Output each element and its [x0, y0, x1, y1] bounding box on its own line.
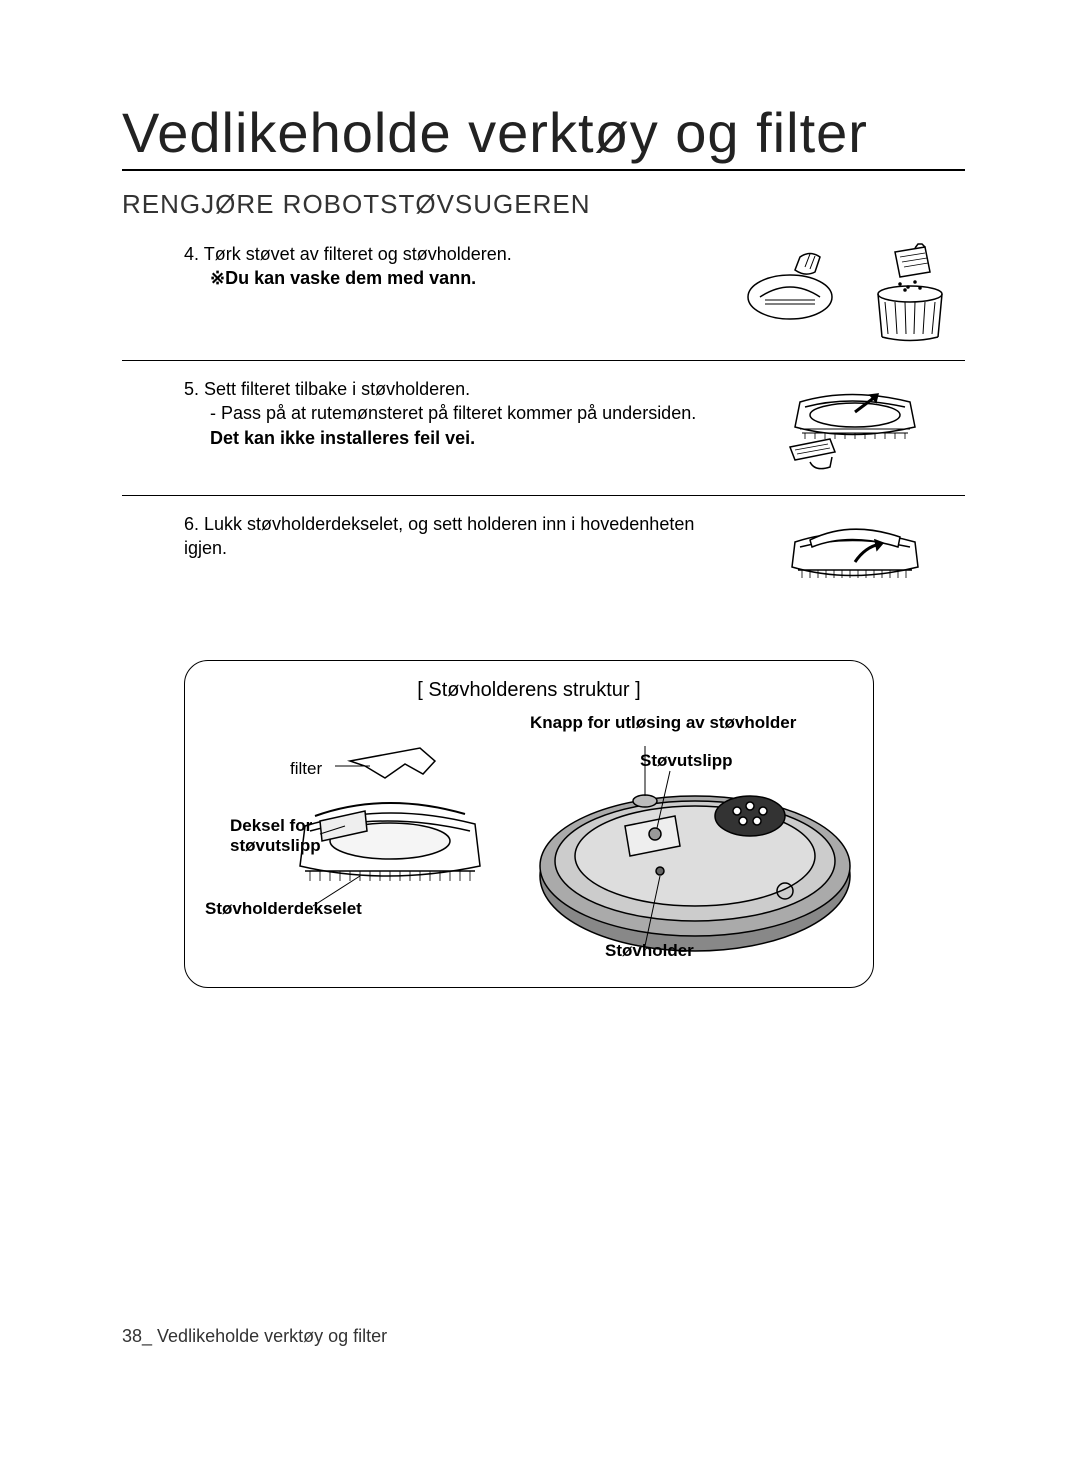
- step-4: 4. Tørk støvet av filteret og støvholder…: [122, 242, 965, 361]
- label-filter: filter: [290, 759, 322, 779]
- page-footer: 38_ Vedlikeholde verktøy og filter: [122, 1326, 387, 1347]
- step-4-illustration: [735, 242, 965, 342]
- label-deksel: Deksel for støvutslipp: [230, 816, 320, 856]
- step-4-text: 4. Tørk støvet av filteret og støvholder…: [184, 242, 735, 291]
- label-dekselet: Støvholderdekselet: [205, 899, 362, 919]
- step-6-illustration: [735, 512, 965, 612]
- label-knapp: Knapp for utløsing av støvholder: [530, 713, 796, 733]
- step-6-line1: Lukk støvholderdekselet, og sett holdere…: [184, 514, 694, 558]
- page-title: Vedlikeholde verktøy og filter: [122, 100, 965, 171]
- structure-diagram: [ Støvholderens struktur ]: [184, 660, 874, 988]
- step-5-text: 5. Sett filteret tilbake i støvholderen.…: [184, 377, 735, 450]
- diagram-title: [ Støvholderens struktur ]: [205, 679, 853, 702]
- step-5-illustration: [735, 377, 965, 477]
- step-6-text: 6. Lukk støvholderdekselet, og sett hold…: [184, 512, 735, 561]
- label-stovutslipp: Støvutslipp: [640, 751, 733, 771]
- section-heading: RENGJØRE ROBOTSTØVSUGEREN: [122, 189, 965, 220]
- step-5-line1: Sett filteret tilbake i støvholderen.: [204, 379, 470, 399]
- step-4-line1: Tørk støvet av filteret og støvholderen.: [204, 244, 512, 264]
- step-5-sub: - Pass på at rutemønsteret på filteret k…: [184, 401, 715, 425]
- step-6-num: 6.: [184, 514, 199, 534]
- step-4-bold: ※Du kan vaske dem med vann.: [184, 266, 715, 290]
- step-5-num: 5.: [184, 379, 199, 399]
- label-stovholder: Støvholder: [605, 941, 694, 961]
- step-5: 5. Sett filteret tilbake i støvholderen.…: [122, 377, 965, 496]
- step-6: 6. Lukk støvholderdekselet, og sett hold…: [122, 512, 965, 630]
- step-4-num: 4.: [184, 244, 199, 264]
- step-5-bold: Det kan ikke installeres feil vei.: [184, 426, 715, 450]
